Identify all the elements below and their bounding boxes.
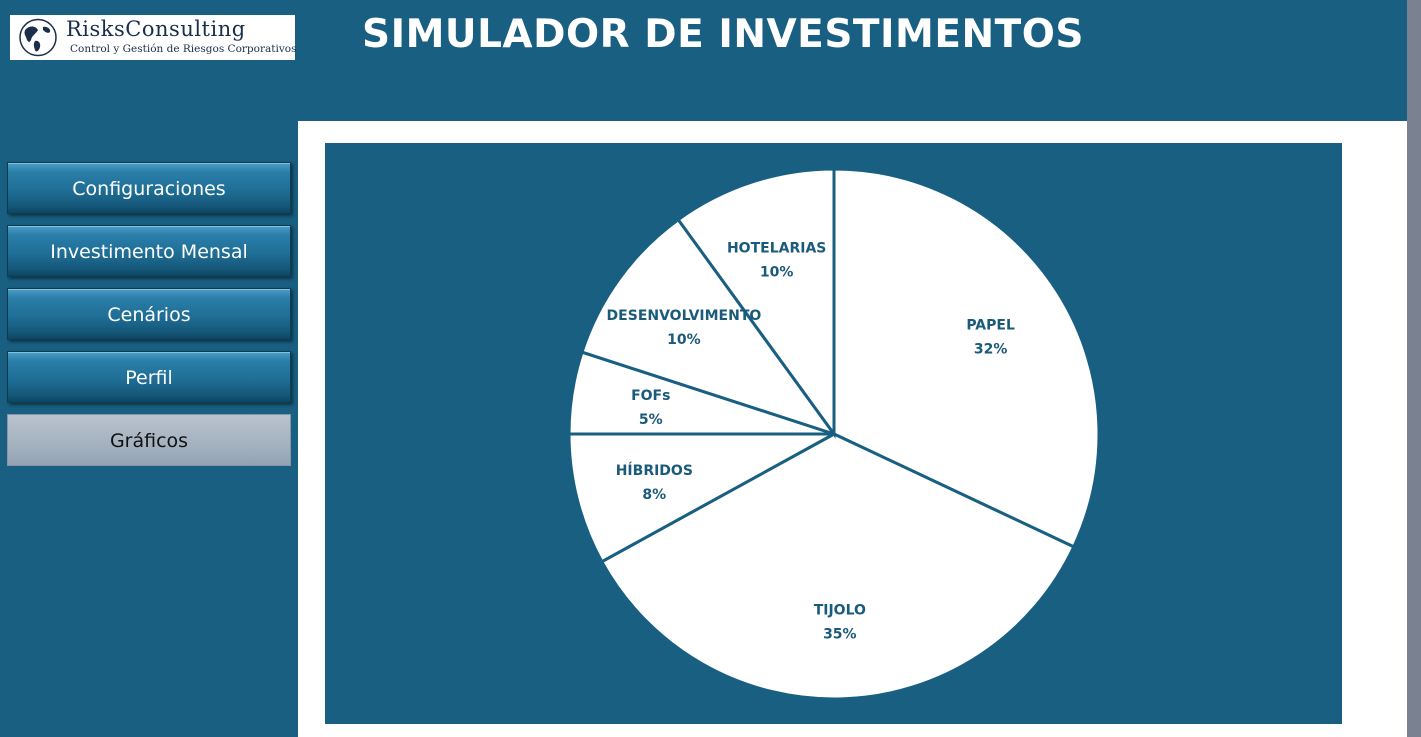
slice-name-label: DESENVOLVIMENTO	[607, 308, 762, 324]
slice-value-label: 10%	[760, 265, 794, 281]
slice-value-label: 5%	[639, 412, 663, 428]
page-title: SIMULADOR DE INVESTIMENTOS	[362, 12, 1084, 57]
logo-wordmark: RisksConsulting	[66, 17, 246, 41]
vertical-scrollbar[interactable]	[1407, 0, 1421, 737]
pie-slice-desenvolvimento[interactable]	[580, 217, 838, 437]
nav-perfil-button[interactable]: Perfil	[7, 351, 291, 403]
slice-value-label: 35%	[823, 626, 857, 642]
slice-value-label: 32%	[974, 342, 1008, 358]
nav-graficos-button[interactable]: Gráficos	[7, 414, 291, 466]
slice-name-label: HOTELARIAS	[727, 241, 826, 257]
pie-slice-hotelarias[interactable]	[676, 167, 836, 439]
slice-value-label: 10%	[667, 332, 701, 348]
slice-name-label: HÍBRIDOS	[616, 462, 693, 479]
slice-name-label: TIJOLO	[814, 602, 866, 618]
nav-configuraciones-button[interactable]: Configuraciones	[7, 162, 291, 214]
pie-slice-hibridos[interactable]	[567, 432, 835, 564]
slice-name-label: PAPEL	[966, 318, 1015, 334]
nav-cenarios-button[interactable]: Cenários	[7, 288, 291, 340]
slice-name-label: FOFs	[631, 388, 670, 404]
pie-chart: PAPEL 32% TIJOLO 35% HÍBRIDOS 8% FOFs 5% DESENVO…	[567, 167, 1101, 701]
pie-slice-papel[interactable]	[832, 167, 1101, 549]
globe-icon	[19, 18, 57, 57]
logo-tagline: Control y Gestión de Riesgos Corporativo…	[70, 43, 297, 55]
nav-investimento-mensal-button[interactable]: Investimento Mensal	[7, 225, 291, 277]
pie-slice-tijolo[interactable]	[599, 432, 1076, 701]
chart-plot-area: PAPEL 32% TIJOLO 35% HÍBRIDOS 8% FOFs 5% DESENVO…	[325, 143, 1342, 724]
company-logo: RisksConsulting Control y Gestión de Rie…	[10, 15, 297, 60]
slice-value-label: 8%	[642, 487, 666, 503]
